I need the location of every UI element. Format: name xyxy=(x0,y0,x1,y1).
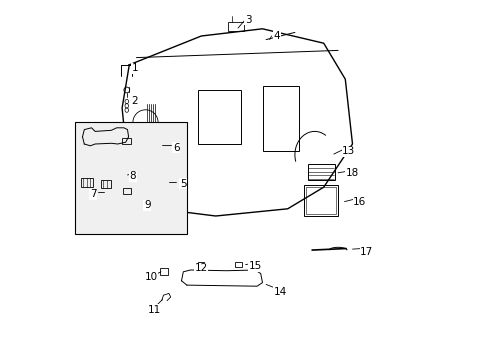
Bar xyxy=(305,187,336,214)
Bar xyxy=(81,178,93,187)
Text: 6: 6 xyxy=(172,143,179,153)
Bar xyxy=(122,138,131,144)
Bar xyxy=(197,90,241,144)
Bar xyxy=(228,22,244,31)
Bar xyxy=(235,262,242,267)
Bar xyxy=(122,188,130,194)
Text: 8: 8 xyxy=(129,171,136,181)
Text: 12: 12 xyxy=(194,263,207,273)
Bar xyxy=(75,122,186,234)
Bar xyxy=(160,268,167,275)
Text: 18: 18 xyxy=(345,168,358,178)
Bar xyxy=(307,164,334,180)
Text: 1: 1 xyxy=(131,63,138,73)
Text: 4: 4 xyxy=(273,31,280,41)
Text: 11: 11 xyxy=(147,305,161,315)
Bar xyxy=(101,180,111,188)
Text: 10: 10 xyxy=(144,272,157,282)
Bar xyxy=(303,185,337,216)
Text: 3: 3 xyxy=(244,15,251,25)
Text: 5: 5 xyxy=(180,179,186,189)
Text: 14: 14 xyxy=(273,287,286,297)
Text: 17: 17 xyxy=(360,247,373,257)
Bar xyxy=(262,86,298,151)
Text: 2: 2 xyxy=(131,96,138,106)
Text: 13: 13 xyxy=(342,146,355,156)
Text: 7: 7 xyxy=(90,189,97,199)
FancyArrowPatch shape xyxy=(311,248,346,250)
Text: 16: 16 xyxy=(352,197,366,207)
Bar xyxy=(197,262,204,267)
Text: 9: 9 xyxy=(143,200,150,210)
Text: 15: 15 xyxy=(248,261,262,271)
